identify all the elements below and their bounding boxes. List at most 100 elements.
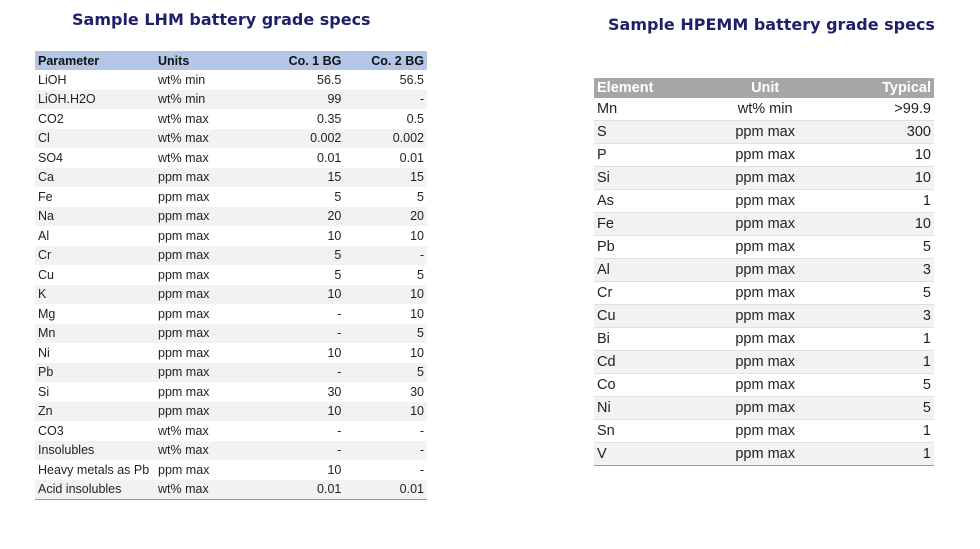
lhm-cell-co2: 5 (344, 362, 427, 382)
lhm-cell-co1: 0.35 (317, 111, 342, 126)
hpemm-cell-unit: ppm max (697, 120, 833, 144)
lhm-cell-units: ppm max (155, 362, 262, 382)
lhm-cell-parameter: Al (38, 228, 50, 243)
lhm-cell-co1: 5 (334, 267, 342, 282)
hpemm-cell-typical: 3 (832, 304, 934, 328)
lhm-cell-co1: - (261, 362, 345, 382)
lhm-cell-units: wt% max (158, 111, 209, 126)
hpemm-cell-typical: 5 (832, 373, 934, 397)
hpemm-cell-unit: ppm max (697, 442, 833, 466)
hpemm-cell-typical: 5 (832, 281, 934, 305)
hpemm-cell-unit: ppm max (697, 143, 833, 167)
lhm-cell-co1: 15 (261, 167, 345, 187)
lhm-cell-co1: 10 (327, 345, 342, 360)
lhm-cell-co1: 5 (261, 245, 345, 265)
lhm-cell-parameter: Pb (35, 362, 156, 382)
hpemm-cell-element: As (594, 189, 698, 213)
lhm-cell-co1: 0.01 (317, 150, 342, 165)
hpemm-cell-typical: 3 (832, 258, 934, 282)
lhm-table-row: CO3 wt% max - - (35, 421, 427, 441)
lhm-cell-parameter: Zn (35, 401, 156, 421)
lhm-cell-co2: - (344, 440, 427, 460)
lhm-table-row: Insolubles wt% max - - (35, 440, 427, 460)
lhm-cell-units: wt% min (155, 89, 262, 109)
hpemm-cell-typical: 10 (832, 212, 934, 236)
hpemm-cell-typical: 10 (832, 143, 934, 167)
lhm-cell-co1: 10 (327, 228, 342, 243)
lhm-cell-co2: 0.01 (344, 479, 427, 500)
lhm-table-row: Zn ppm max 10 10 (35, 401, 427, 421)
hpemm-cell-typical: 10 (832, 166, 934, 190)
lhm-cell-co1: 10 (261, 284, 345, 304)
lhm-cell-parameter: Mg (38, 306, 56, 321)
lhm-cell-co2: 15 (344, 167, 427, 187)
hpemm-table-row: Si ppm max 10 (594, 166, 934, 190)
lhm-table-row: Ca ppm max 15 15 (35, 167, 427, 187)
hpemm-header-unit: Unit (697, 78, 833, 98)
hpemm-cell-unit: wt% min (697, 98, 833, 121)
hpemm-table-row: Cd ppm max 1 (594, 350, 934, 374)
hpemm-cell-element: S (594, 120, 698, 144)
hpemm-cell-element: Bi (594, 327, 698, 351)
hpemm-cell-element: P (594, 143, 698, 167)
hpemm-cell-unit: ppm max (697, 235, 833, 259)
lhm-table-row: Cr ppm max 5- (35, 245, 427, 265)
hpemm-cell-typical: 300 (832, 120, 934, 144)
lhm-spec-table: Parameter Units Co. 1 BG Co. 2 BG LiOH wt… (35, 51, 427, 500)
hpemm-header-element: Element (594, 78, 698, 98)
lhm-cell-parameter: Acid insolubles (35, 479, 156, 500)
lhm-cell-parameter: Insolubles (35, 440, 156, 460)
lhm-cell-co2: 10 (344, 401, 427, 421)
lhm-cell-co2: - (344, 245, 427, 265)
lhm-cell-co2: 30 (410, 384, 424, 399)
lhm-table-row: Fe ppm max 5 5 (35, 187, 427, 207)
lhm-cell-units: wt% max (158, 423, 209, 438)
lhm-cell-co1: 99 (261, 89, 345, 109)
hpemm-table-row: As ppm max 1 (594, 189, 934, 213)
lhm-header-row: Parameter Units Co. 1 BG Co. 2 BG (35, 51, 427, 70)
hpemm-cell-unit: ppm max (697, 373, 833, 397)
hpemm-cell-typical: 5 (832, 235, 934, 259)
hpemm-header-row: Element Unit Typical (594, 78, 934, 98)
lhm-cell-parameter: Ni (38, 345, 50, 360)
lhm-cell-co1: - (337, 423, 342, 438)
hpemm-table-row: Sn ppm max 1 (594, 419, 934, 443)
lhm-cell-units: wt% min (158, 72, 206, 87)
lhm-cell-units: ppm max (155, 245, 262, 265)
lhm-cell-co2: 10 (410, 228, 424, 243)
lhm-cell-co2: - (419, 423, 424, 438)
hpemm-table-row: Pb ppm max 5 (594, 235, 934, 259)
lhm-cell-co2: - (419, 462, 424, 477)
hpemm-cell-element: Cu (594, 304, 698, 328)
hpemm-cell-element: Cd (594, 350, 698, 374)
hpemm-cell-unit: ppm max (697, 304, 833, 328)
lhm-cell-parameter: Si (38, 384, 50, 399)
lhm-table-row: LiOH.H2O wt% min 99- (35, 89, 427, 109)
hpemm-table-row: Co ppm max 5 (594, 373, 934, 397)
lhm-cell-co2: 10 (410, 306, 424, 321)
hpemm-cell-typical: 1 (832, 419, 934, 443)
lhm-table-row: Mg ppm max - 10 (35, 304, 427, 324)
lhm-cell-co2: 5 (417, 267, 424, 282)
lhm-cell-co1: 10 (327, 462, 342, 477)
hpemm-cell-unit: ppm max (697, 419, 833, 443)
lhm-cell-co1: 30 (327, 384, 342, 399)
hpemm-table-row: Cu ppm max 3 (594, 304, 934, 328)
lhm-cell-parameter: CO2 (38, 111, 64, 126)
hpemm-cell-typical: 1 (832, 350, 934, 374)
lhm-cell-parameter: LiOH.H2O (35, 89, 156, 109)
lhm-cell-co1: 0.01 (261, 479, 345, 500)
hpemm-cell-element: Ni (594, 396, 698, 420)
lhm-cell-units: ppm max (158, 306, 210, 321)
lhm-cell-co1: 0.002 (261, 128, 345, 148)
lhm-table-row: Si ppm max 30 30 (35, 382, 427, 402)
lhm-cell-units: ppm max (155, 401, 262, 421)
lhm-cell-units: wt% max (155, 479, 262, 500)
hpemm-cell-element: Si (594, 166, 698, 190)
hpemm-header-typical: Typical (832, 78, 934, 98)
lhm-table-row: Cu ppm max 5 5 (35, 265, 427, 285)
lhm-header-co2: Co. 2 BG (344, 51, 427, 70)
